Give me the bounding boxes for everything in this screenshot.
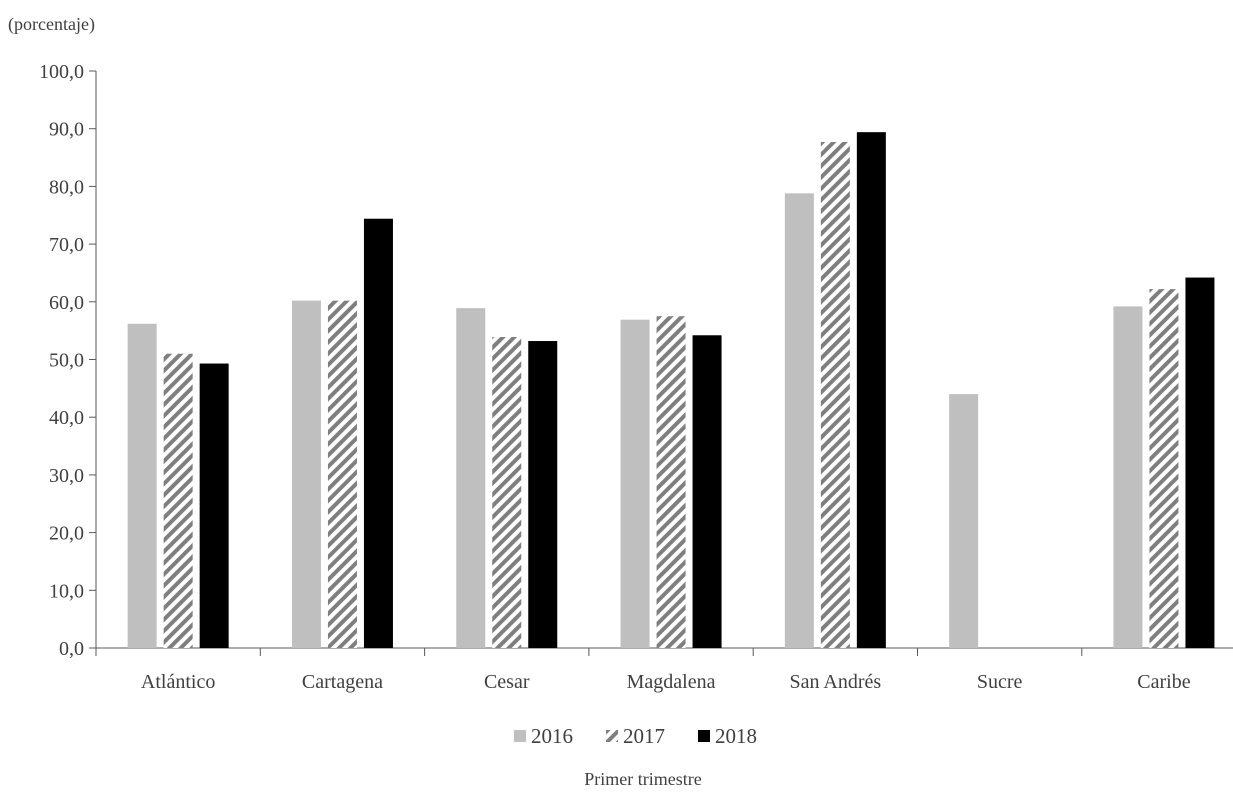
bar-2016-caribe [1113,306,1143,648]
bar-2018-cesar [528,341,558,648]
legend-label-2017: 2017 [623,724,665,748]
bar-2017-magdalena [656,316,686,648]
bar-2017-atlántico [163,353,193,648]
bar-2018-caribe [1185,277,1215,648]
y-axis: 0,0 10,0 20,0 30,0 40,0 50,0 60,0 70,0 80,0 90,0 1… [39,61,97,660]
bar-2018-san-andrés [856,132,886,649]
bars [127,132,1215,649]
x-tick-label: Cartagena [302,671,383,693]
y-tick-label: 20,0 [49,523,84,545]
legend: 2016 2017 2018 [514,724,757,748]
x-tick-label: Atlántico [141,671,215,693]
x-axis-title: Primer trimestre [584,769,701,789]
y-tick-label: 50,0 [49,350,84,372]
bar-2016-atlántico [127,323,157,648]
x-tick-label: Caribe [1137,671,1190,693]
bar-2018-atlántico [199,363,229,648]
legend-swatch-2016 [514,730,526,742]
x-axis: Atlántico Cartagena Cesar Magdalena San Andr… [95,647,1233,693]
bar-2017-san-andrés [820,141,850,648]
bar-2016-cesar [456,308,486,648]
y-tick-label: 0,0 [59,638,84,660]
x-tick-label: Cesar [484,671,530,693]
y-tick-label: 40,0 [49,407,84,429]
legend-label-2018: 2018 [715,724,757,748]
legend-swatch-2017 [606,730,618,742]
legend-label-2016: 2016 [531,724,573,748]
x-tick-label: San Andrés [790,671,882,693]
y-tick-label: 90,0 [49,119,84,141]
x-tick-label: Magdalena [627,671,716,693]
bar-2017-cesar [492,336,522,648]
bar-2017-cartagena [327,300,357,648]
y-tick-label: 70,0 [49,234,84,256]
bar-2018-cartagena [363,218,393,648]
bar-2016-sucre [949,394,979,648]
bar-2017-caribe [1149,289,1179,648]
y-tick-label: 80,0 [49,176,84,198]
y-tick-label: 60,0 [49,292,84,314]
y-tick-label: 100,0 [39,61,84,83]
bar-2016-magdalena [620,319,650,648]
legend-swatch-2018 [698,730,710,742]
y-tick-label: 30,0 [49,465,84,487]
bar-2016-san-andrés [784,193,814,648]
y-unit-label: (porcentaje) [8,14,95,35]
bar-2016-cartagena [291,300,321,648]
x-tick-label: Sucre [977,671,1023,693]
bar-2018-magdalena [692,335,722,648]
y-tick-label: 10,0 [49,580,84,602]
